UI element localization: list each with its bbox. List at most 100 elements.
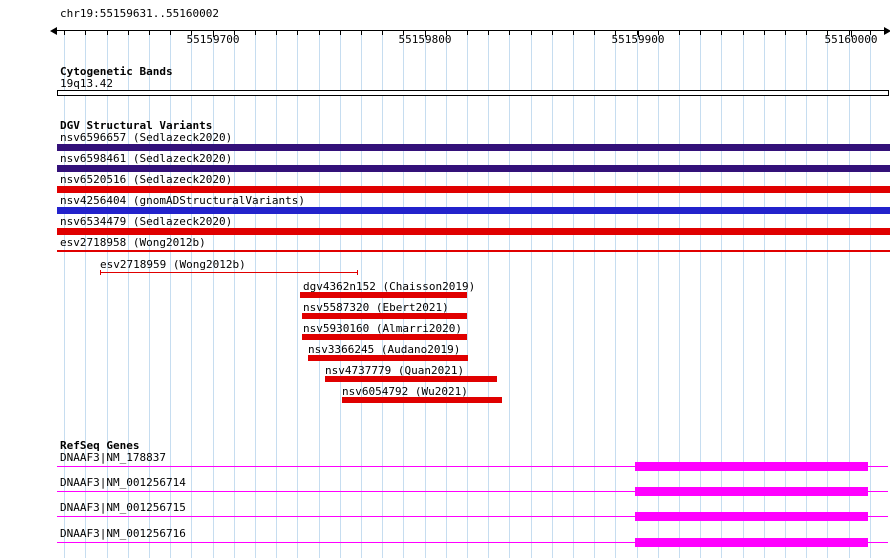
grid-line bbox=[785, 30, 786, 558]
ruler-minor-tick bbox=[170, 31, 172, 35]
grid-line bbox=[85, 30, 87, 558]
gene-exon[interactable] bbox=[635, 538, 868, 547]
ruler-minor-tick bbox=[85, 31, 87, 35]
grid-line bbox=[297, 30, 299, 558]
ruler-minor-tick bbox=[191, 31, 193, 35]
section-title-cytobands: Cytogenetic Bands bbox=[60, 65, 173, 78]
grid-line bbox=[467, 30, 468, 558]
variant-bar[interactable] bbox=[302, 313, 467, 319]
ruler-minor-tick bbox=[64, 31, 66, 35]
variant-label: nsv6596657 (Sedlazeck2020) bbox=[60, 131, 233, 144]
grid-line bbox=[763, 30, 765, 558]
ruler-major-tick bbox=[851, 31, 852, 37]
ruler-minor-tick bbox=[149, 31, 150, 35]
position-label: chr19:55159631..55160002 bbox=[60, 7, 219, 20]
grid-line bbox=[679, 30, 680, 558]
gene-exon[interactable] bbox=[635, 512, 868, 521]
ruler-minor-tick bbox=[255, 31, 256, 35]
cytoband-track[interactable] bbox=[57, 90, 889, 96]
ruler-major-tick bbox=[213, 31, 214, 37]
variant-bar[interactable] bbox=[57, 207, 890, 214]
ruler-minor-tick bbox=[297, 31, 299, 35]
grid-line bbox=[530, 30, 532, 558]
grid-line bbox=[233, 30, 235, 558]
ruler-minor-tick bbox=[869, 31, 871, 35]
grid-line bbox=[127, 30, 129, 558]
section-title-dgv: DGV Structural Variants bbox=[60, 119, 213, 132]
ruler-tick-label: 55159700 bbox=[186, 33, 240, 46]
ruler-tick-label: 55159900 bbox=[611, 33, 665, 46]
ruler-minor-tick bbox=[615, 31, 617, 35]
variant-label: nsv3366245 (Audano2019) bbox=[308, 343, 461, 356]
variant-bar[interactable] bbox=[57, 228, 890, 235]
variant-bar[interactable] bbox=[302, 334, 467, 340]
variant-label: nsv6598461 (Sedlazeck2020) bbox=[60, 152, 233, 165]
ruler-minor-tick bbox=[785, 31, 786, 35]
ruler-minor-tick bbox=[721, 31, 723, 35]
ruler-minor-tick bbox=[827, 31, 829, 35]
variant-range-cap bbox=[357, 270, 358, 275]
ruler-line bbox=[57, 30, 888, 31]
ruler-minor-tick bbox=[742, 31, 744, 35]
gene-label: DNAAF3|NM_178837 bbox=[60, 451, 166, 464]
ruler-minor-tick bbox=[403, 31, 405, 35]
ruler-minor-tick bbox=[106, 31, 108, 35]
ruler-major-tick bbox=[638, 31, 639, 37]
variant-bar[interactable] bbox=[57, 144, 890, 151]
grid-line bbox=[106, 30, 108, 558]
gene-exon[interactable] bbox=[635, 462, 868, 471]
variant-bar[interactable] bbox=[300, 292, 467, 298]
gene-line bbox=[57, 542, 888, 543]
variant-label: nsv4737779 (Quan2021) bbox=[325, 364, 465, 377]
variant-bar[interactable] bbox=[57, 250, 890, 252]
ruler-minor-tick bbox=[806, 31, 808, 35]
grid-line bbox=[657, 30, 659, 558]
gene-label: DNAAF3|NM_001256714 bbox=[60, 476, 186, 489]
grid-line bbox=[848, 30, 850, 558]
ruler-minor-tick bbox=[339, 31, 341, 35]
gene-line bbox=[57, 491, 888, 492]
ruler-minor-tick bbox=[573, 31, 574, 35]
ruler-minor-tick bbox=[467, 31, 468, 35]
ruler-minor-tick bbox=[763, 31, 765, 35]
ruler-minor-tick bbox=[657, 31, 659, 35]
grid-line bbox=[191, 30, 193, 558]
gene-line bbox=[57, 466, 888, 467]
gene-exon[interactable] bbox=[635, 487, 868, 496]
variant-range-cap bbox=[100, 270, 101, 275]
variant-bar[interactable] bbox=[57, 186, 890, 193]
variant-label: esv2718959 (Wong2012b) bbox=[100, 258, 246, 271]
variant-label: esv2718958 (Wong2012b) bbox=[60, 236, 206, 249]
ruler-major-tick bbox=[425, 31, 426, 37]
gene-label: DNAAF3|NM_001256716 bbox=[60, 527, 186, 540]
ruler-right-arrow-icon bbox=[884, 27, 890, 35]
gene-line bbox=[57, 516, 888, 517]
grid-line bbox=[827, 30, 829, 558]
variant-label: nsv6534479 (Sedlazeck2020) bbox=[60, 215, 233, 228]
ruler-tick-label: 55160000 bbox=[824, 33, 878, 46]
section-title-refseq: RefSeq Genes bbox=[60, 439, 140, 452]
variant-label: nsv6054792 (Wu2021) bbox=[342, 385, 468, 398]
grid-line bbox=[615, 30, 617, 558]
grid-line bbox=[149, 30, 150, 558]
variant-bar[interactable] bbox=[342, 397, 502, 403]
gene-label: DNAAF3|NM_001256715 bbox=[60, 501, 186, 514]
ruler-minor-tick bbox=[445, 31, 447, 35]
variant-bar[interactable] bbox=[308, 355, 468, 361]
cytoband-label: 19q13.42 bbox=[60, 77, 113, 90]
ruler-tick-label: 55159800 bbox=[398, 33, 452, 46]
ruler-minor-tick bbox=[700, 31, 702, 35]
variant-bar[interactable] bbox=[57, 165, 890, 172]
grid-line bbox=[742, 30, 744, 558]
grid-line bbox=[700, 30, 702, 558]
grid-line bbox=[721, 30, 723, 558]
grid-line bbox=[64, 30, 66, 558]
variant-bar[interactable] bbox=[325, 376, 497, 382]
grid-line bbox=[573, 30, 574, 558]
variant-label: nsv5930160 (Almarri2020) bbox=[303, 322, 462, 335]
variant-bar[interactable] bbox=[100, 272, 358, 273]
variant-label: nsv4256404 (gnomADStructuralVariants) bbox=[60, 194, 306, 207]
variant-label: dgv4362n152 (Chaisson2019) bbox=[303, 280, 476, 293]
ruler-left-arrow-icon bbox=[50, 27, 57, 35]
